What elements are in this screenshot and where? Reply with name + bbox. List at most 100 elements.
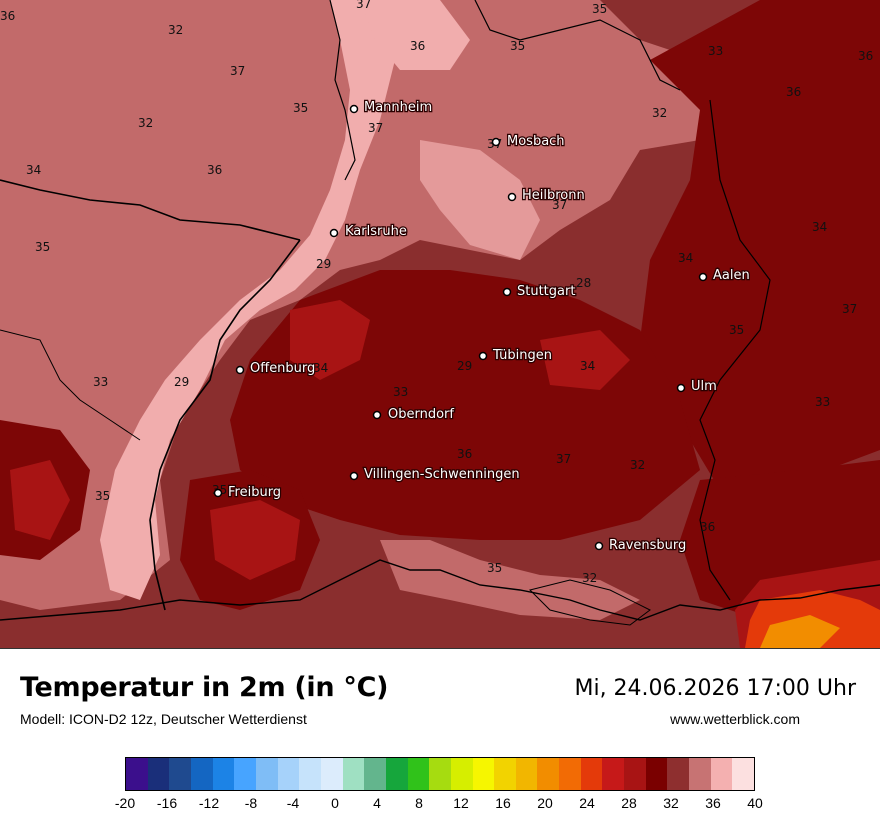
colorbar-swatch — [342, 758, 365, 790]
colorbar-tick-label: 8 — [415, 795, 423, 811]
website-link[interactable]: www.wetterblick.com — [670, 711, 800, 727]
temp-zone-20-southeast — [760, 615, 840, 648]
city-mannheim[interactable]: Mannheim — [349, 99, 433, 116]
colorbar-tick-label: 16 — [495, 795, 511, 811]
city-dot — [329, 228, 339, 238]
isotherm-label: 33 — [815, 395, 830, 409]
city-dot — [478, 351, 488, 361]
isotherm-label: 34 — [313, 361, 328, 375]
city-ulm[interactable]: Ulm — [676, 378, 718, 395]
city-dot — [594, 541, 604, 551]
city-tuebingen[interactable]: Tübingen — [478, 347, 553, 364]
city-mosbach[interactable]: Mosbach — [491, 133, 566, 150]
colorbar-swatch — [126, 758, 148, 790]
isotherm-label: 35 — [487, 561, 502, 575]
colorbar-tick-label: -8 — [244, 795, 258, 811]
colorbar-tick-label: -4 — [286, 795, 300, 811]
colorbar-swatch — [494, 758, 516, 790]
state-border-west — [149, 239, 301, 611]
isotherm-label: 33 — [708, 44, 723, 58]
city-dot — [349, 104, 359, 114]
city-villingen-schwenningen[interactable]: Villingen-Schwenningen — [349, 466, 521, 483]
city-offenburg[interactable]: Offenburg — [235, 360, 317, 377]
temp-zone-36-lake — [380, 540, 640, 620]
city-label: Oberndorf — [388, 407, 454, 422]
isotherm-label: 37 — [552, 198, 567, 212]
colorbar-swatch — [429, 758, 451, 790]
colorbar-swatch — [710, 758, 733, 790]
isotherm-label: 32 — [582, 571, 597, 585]
isotherm-label: 34 — [26, 163, 41, 177]
city-freiburg[interactable]: Freiburg — [213, 484, 282, 501]
colorbar-swatch — [537, 758, 560, 790]
isotherm-label: 36 — [0, 9, 15, 23]
city-ravensburg[interactable]: Ravensburg — [594, 537, 688, 554]
isotherm-label: 32 — [138, 116, 153, 130]
city-karlsruhe[interactable]: Karlsruhe — [329, 223, 408, 240]
colorbar-swatch — [624, 758, 646, 790]
colorbar-tick-label: 20 — [537, 795, 553, 811]
colorbar-swatch — [732, 758, 755, 790]
city-label: Mosbach — [507, 134, 565, 149]
state-border-southwest — [0, 329, 141, 441]
map-title: Temperatur in 2m (in °C) — [20, 672, 389, 703]
city-heilbronn[interactable]: Heilbronn — [507, 187, 586, 204]
colorbar-swatch — [364, 758, 386, 790]
colorbar-swatch — [450, 758, 473, 790]
isotherm-label: 36 — [700, 520, 715, 534]
temp-zone-30-d — [540, 330, 630, 390]
temp-zone-37-neckar — [420, 140, 540, 260]
isotherm-label: 33 — [393, 385, 408, 399]
isotherm-label: 29 — [316, 257, 331, 271]
temp-zone-30-a — [290, 300, 370, 380]
colorbar-swatch — [559, 758, 581, 790]
city-aalen[interactable]: Aalen — [698, 267, 751, 284]
city-stuttgart[interactable]: Stuttgart — [502, 283, 577, 300]
colorbar-tick-label: 28 — [621, 795, 637, 811]
isotherm-label: 35 — [510, 39, 525, 53]
model-info: Modell: ICON-D2 12z, Deutscher Wetterdie… — [20, 711, 307, 727]
temperature-colorbar — [125, 757, 755, 791]
isotherm-label: 34 — [812, 220, 827, 234]
colorbar-swatch — [320, 758, 343, 790]
colorbar-swatch — [580, 758, 603, 790]
temp-zone-30-c — [10, 460, 70, 540]
city-markers: Mannheim Mosbach Heilbronn Karlsruhe Stu… — [213, 99, 751, 554]
colorbar-tick-label: 4 — [373, 795, 381, 811]
city-label: Offenburg — [250, 361, 315, 376]
colorbar-swatch — [407, 758, 430, 790]
temp-zone-37-north — [360, 0, 470, 70]
isotherm-label: 36 — [207, 163, 222, 177]
temperature-map: 37 35 36 32 36 35 33 36 37 36 35 32 37 3… — [0, 0, 880, 649]
isotherm-label: 34 — [678, 251, 693, 265]
city-dot — [507, 192, 517, 202]
state-border-northeast — [474, 0, 681, 91]
lake-constance-outline — [529, 579, 651, 626]
country-border-south — [0, 559, 880, 621]
city-dot — [491, 137, 501, 147]
colorbar-ticks: -20 -16 -12 -8 -4 0 4 8 12 16 20 24 28 32 36 40 — [0, 795, 880, 815]
isotherm-label: 36 — [410, 39, 425, 53]
city-label: Tübingen — [492, 348, 552, 363]
city-dot — [235, 365, 245, 375]
isotherm-label: 36 — [858, 49, 873, 63]
colorbar-tick-label: 24 — [579, 795, 595, 811]
isotherm-label: 35 — [293, 101, 308, 115]
isotherm-label: 28 — [576, 276, 591, 290]
temp-zone-30-b — [210, 500, 300, 580]
map-svg: 37 35 36 32 36 35 33 36 37 36 35 32 37 3… — [0, 0, 880, 648]
isotherm-label: 37 — [368, 121, 383, 135]
isotherm-label: 35 — [35, 240, 50, 254]
state-border-north — [329, 0, 356, 181]
colorbar-swatch — [255, 758, 278, 790]
forecast-datetime: Mi, 24.06.2026 17:00 Uhr — [574, 676, 856, 701]
colorbar-tick-label: 0 — [331, 795, 339, 811]
colorbar-swatch — [515, 758, 538, 790]
isotherm-label: 29 — [174, 375, 189, 389]
colorbar-swatch — [645, 758, 668, 790]
city-label: Villingen-Schwenningen — [364, 467, 520, 482]
colorbar-tick-label: -16 — [156, 795, 178, 811]
colorbar-swatch — [385, 758, 408, 790]
isotherm-labels: 37 35 36 32 36 35 33 36 37 36 35 32 37 3… — [0, 0, 873, 585]
city-oberndorf[interactable]: Oberndorf — [372, 406, 456, 423]
